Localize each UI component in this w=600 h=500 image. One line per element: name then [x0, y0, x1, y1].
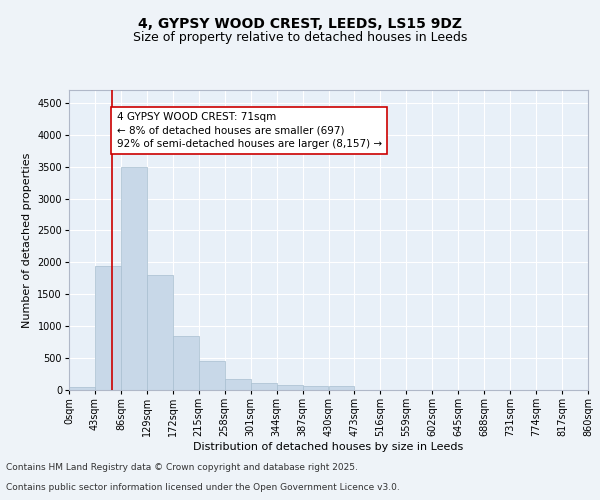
X-axis label: Distribution of detached houses by size in Leeds: Distribution of detached houses by size … — [193, 442, 464, 452]
Bar — [121, 166, 147, 390]
Text: 4 GYPSY WOOD CREST: 71sqm
← 8% of detached houses are smaller (697)
92% of semi-: 4 GYPSY WOOD CREST: 71sqm ← 8% of detach… — [116, 112, 382, 148]
Text: Contains HM Land Registry data © Crown copyright and database right 2025.: Contains HM Land Registry data © Crown c… — [6, 464, 358, 472]
Text: 4, GYPSY WOOD CREST, LEEDS, LS15 9DZ: 4, GYPSY WOOD CREST, LEEDS, LS15 9DZ — [138, 18, 462, 32]
Bar — [147, 275, 173, 390]
Bar — [199, 362, 224, 390]
Text: Size of property relative to detached houses in Leeds: Size of property relative to detached ho… — [133, 31, 467, 44]
Bar — [224, 379, 251, 390]
Bar — [277, 385, 302, 390]
Bar — [251, 383, 277, 390]
Text: Contains public sector information licensed under the Open Government Licence v3: Contains public sector information licen… — [6, 484, 400, 492]
Bar — [95, 266, 121, 390]
Bar — [69, 387, 95, 390]
Bar — [173, 336, 199, 390]
Bar — [302, 386, 329, 390]
Bar — [329, 386, 355, 390]
Y-axis label: Number of detached properties: Number of detached properties — [22, 152, 32, 328]
